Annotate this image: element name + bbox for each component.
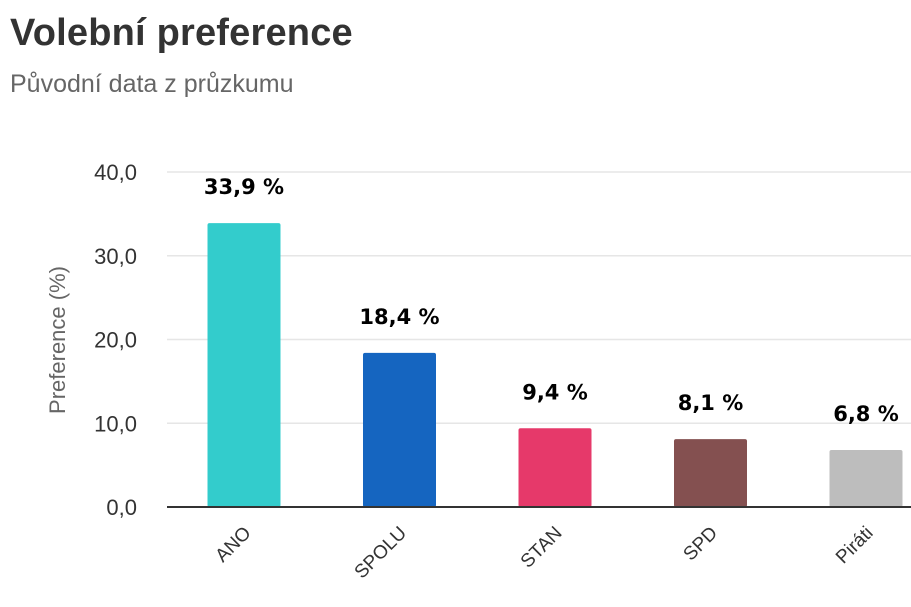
x-category-label: ANO: [212, 523, 256, 567]
x-category-label: Piráti: [832, 523, 877, 568]
data-label: 18,4 %: [359, 305, 439, 329]
bar-spolu: [363, 352, 436, 507]
data-labels: 33,9 % 18,4 % 9,4 % 8,1 % 6,8 %: [204, 175, 899, 426]
y-tick-label: 0,0: [106, 495, 137, 520]
data-label: 6,8 %: [833, 402, 899, 426]
y-tick-label: 10,0: [94, 411, 137, 436]
y-axis-title: Preference (%): [45, 266, 70, 414]
data-label: 8,1 %: [678, 391, 744, 415]
y-axis-ticks: 0,0 10,0 20,0 30,0 40,0: [94, 160, 137, 520]
x-category-label: SPOLU: [351, 523, 411, 583]
y-tick-label: 20,0: [94, 328, 137, 353]
chart-title: Volební preference: [10, 12, 353, 54]
bars: [207, 223, 903, 507]
data-label: 9,4 %: [522, 380, 588, 404]
x-category-label: STAN: [517, 523, 567, 573]
y-tick-label: 40,0: [94, 160, 137, 185]
y-tick-label: 30,0: [94, 244, 137, 269]
bar-stan: [518, 428, 592, 507]
chart-subtitle: Původní data z průzkumu: [10, 70, 294, 98]
bar-ano: [207, 223, 281, 507]
bar-piráti: [829, 450, 903, 507]
bar-spd: [674, 439, 747, 507]
x-category-label: SPD: [680, 523, 722, 565]
data-label: 33,9 %: [204, 175, 284, 199]
x-axis-categories: ANO SPOLU STAN SPD Piráti: [212, 523, 878, 583]
gridlines: [167, 171, 911, 424]
